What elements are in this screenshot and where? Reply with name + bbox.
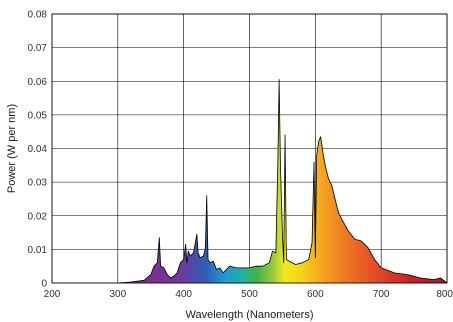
y-tick-label: 0.04: [28, 144, 48, 155]
x-axis-ticks: 200 300 400 500 600 700 800: [44, 289, 453, 300]
y-axis-ticks: 0 0.01 0.02 0.03 0.04 0.05 0.06 0.07 0.08: [28, 10, 48, 290]
plot-frame: [51, 13, 448, 284]
x-tick-label: 500: [241, 289, 258, 300]
y-tick-label: 0.06: [28, 77, 48, 88]
x-tick-label: 200: [44, 289, 61, 300]
y-tick-label: 0: [41, 279, 47, 290]
x-tick-label: 700: [373, 289, 390, 300]
y-tick-label: 0.01: [28, 245, 48, 256]
x-tick-label: 300: [109, 289, 126, 300]
y-tick-label: 0.08: [28, 10, 48, 21]
spectrum-outline: [117, 79, 448, 284]
y-axis-title: Power (W per nm): [6, 104, 18, 193]
y-tick-label: 0.03: [28, 178, 48, 189]
y-tick-label: 0.05: [28, 110, 48, 121]
x-tick-label: 600: [307, 289, 324, 300]
x-tick-label: 800: [436, 289, 453, 300]
y-tick-label: 0.02: [28, 211, 48, 222]
x-tick-label: 400: [175, 289, 192, 300]
y-tick-label: 0.07: [28, 43, 48, 54]
x-axis-title: Wavelength (Nanometers): [186, 309, 314, 321]
